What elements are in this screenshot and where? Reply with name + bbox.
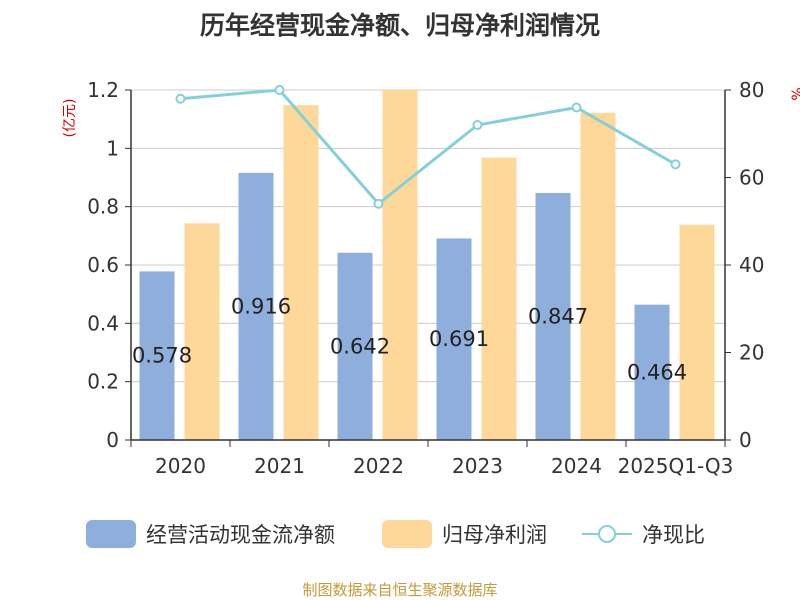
footer-source: 制图数据来自恒生聚源数据库 xyxy=(302,581,498,599)
x-tick-label: 2023 xyxy=(452,454,503,478)
y-left-tick-label: 0.2 xyxy=(87,370,119,394)
legend-swatch-net-profit xyxy=(382,520,432,548)
legend-item-net-profit[interactable]: 归母净利润 xyxy=(382,519,547,549)
bar-net-profit xyxy=(184,223,220,440)
point-cash-ratio xyxy=(571,102,582,113)
y-left-tick-label: 0 xyxy=(106,428,119,452)
data-label-cashflow: 0.691 xyxy=(429,327,489,351)
data-label-cashflow: 0.578 xyxy=(132,344,192,368)
y-left-tick-label: 0.8 xyxy=(87,195,119,219)
legend-label-cashflow: 经营活动现金流净额 xyxy=(146,523,335,547)
legend-swatch-cash-ratio xyxy=(582,520,632,548)
y-right-tick-label: 60 xyxy=(739,166,764,190)
bar-cashflow xyxy=(436,238,472,440)
y-right-tick-label: 20 xyxy=(739,341,764,365)
x-tick-label: 2024 xyxy=(551,454,602,478)
y-left-tick-label: 1 xyxy=(106,136,119,160)
x-tick-label: 2025Q1-Q3 xyxy=(618,454,734,478)
legend-label-cash-ratio: 净现比 xyxy=(642,523,705,547)
bar-net-profit xyxy=(481,157,517,440)
x-tick-label: 2022 xyxy=(353,454,404,478)
legend-item-cashflow[interactable]: 经营活动现金流净额 xyxy=(86,519,335,549)
bar-cashflow xyxy=(238,172,274,441)
bar-cashflow xyxy=(337,252,373,440)
data-label-cashflow: 0.916 xyxy=(231,294,291,318)
bar-cashflow xyxy=(634,304,670,440)
y-right-tick-label: 0 xyxy=(739,428,752,452)
legend-label-net-profit: 归母净利润 xyxy=(442,523,547,547)
legend-item-cash-ratio[interactable]: 净现比 xyxy=(582,519,705,549)
chart-title: 历年经营现金净额、归母净利润情况 xyxy=(199,11,600,40)
y-left-tick-label: 0.4 xyxy=(87,311,119,335)
x-tick-label: 2020 xyxy=(155,454,206,478)
bar-net-profit xyxy=(580,112,616,440)
line-cash-ratio xyxy=(180,88,677,206)
bar-net-profit xyxy=(382,90,418,440)
legend-swatch-cashflow xyxy=(86,520,136,548)
y-right-tick-label: 80 xyxy=(739,78,764,102)
bar-net-profit xyxy=(679,224,715,440)
y-left-unit: (亿元) xyxy=(62,99,78,138)
bar-cashflow xyxy=(139,271,175,440)
point-cash-ratio xyxy=(175,93,186,104)
point-cash-ratio xyxy=(670,159,681,170)
point-cash-ratio xyxy=(274,85,285,95)
x-tick-label: 2021 xyxy=(254,454,305,478)
point-cash-ratio xyxy=(472,120,483,130)
point-cash-ratio xyxy=(373,198,384,209)
y-left-tick-label: 1.2 xyxy=(87,78,119,102)
y-right-tick-label: 40 xyxy=(739,253,764,277)
y-right-unit: % xyxy=(790,87,800,100)
data-label-cashflow: 0.642 xyxy=(330,334,390,358)
data-label-cashflow: 0.464 xyxy=(627,360,687,384)
bar-net-profit xyxy=(283,105,319,441)
y-left-tick-label: 0.6 xyxy=(87,253,119,277)
data-label-cashflow: 0.847 xyxy=(528,304,588,328)
bar-cashflow xyxy=(535,192,571,440)
